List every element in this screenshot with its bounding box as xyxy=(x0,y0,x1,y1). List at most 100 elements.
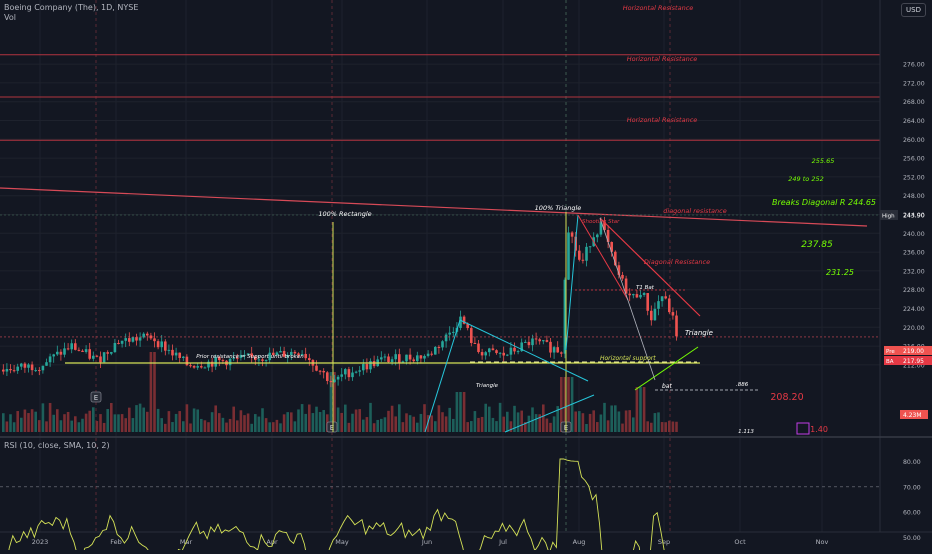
volume-bar xyxy=(178,411,181,432)
volume-bar xyxy=(275,419,279,432)
volume-bar xyxy=(444,416,448,432)
candle-body xyxy=(484,352,487,356)
annotation-labels: Horizontal Resistance Horizontal Resistan… xyxy=(196,4,876,435)
volume-bar xyxy=(639,387,642,432)
candle-body xyxy=(416,355,419,362)
candle-body xyxy=(668,298,671,313)
volume-bar xyxy=(182,421,185,432)
label-diagonal-resistance: Diagonal Resistance xyxy=(644,258,710,266)
candle-body xyxy=(174,352,178,356)
volume-bar xyxy=(304,413,307,432)
candle-body xyxy=(441,341,444,348)
volume-bar xyxy=(81,418,84,432)
volume-bar xyxy=(437,405,441,432)
label-horizontal-resistance: Horizontal Resistance xyxy=(627,55,698,63)
volume-bar xyxy=(257,416,261,432)
candle-body xyxy=(628,293,631,296)
candle-body xyxy=(488,348,491,353)
volume-bar xyxy=(272,422,275,432)
volume-bar xyxy=(239,410,243,432)
volume-bar xyxy=(628,410,631,432)
candle-body xyxy=(70,343,73,350)
volume-bar xyxy=(333,372,336,432)
volume-bar xyxy=(318,412,322,432)
volume-bar xyxy=(563,377,567,432)
candle-body xyxy=(261,359,264,361)
volume-bar xyxy=(2,413,5,432)
candle-body xyxy=(347,369,351,378)
volume-bar xyxy=(185,404,189,432)
candle-body xyxy=(279,351,282,353)
volume-bar xyxy=(398,404,401,432)
volume-bar xyxy=(120,414,124,432)
volume-bar xyxy=(362,419,365,432)
volume-bar xyxy=(171,422,174,432)
candle-body xyxy=(480,352,484,356)
candle-body xyxy=(369,361,372,370)
volume-bar xyxy=(300,404,304,432)
candle-body xyxy=(23,363,27,368)
candle-body xyxy=(675,315,678,337)
candle-body xyxy=(257,359,261,361)
volume-bar xyxy=(506,411,509,432)
rsi-tick: 80.00 xyxy=(903,459,921,466)
pattern-line xyxy=(577,214,629,301)
symbol-title: Boeing Company (The), 1D, NYSE xyxy=(4,3,139,12)
volume-bar xyxy=(45,421,48,432)
candle-body xyxy=(524,341,527,343)
price-tick: 264.00 xyxy=(903,118,925,125)
time-label: Aug xyxy=(573,538,586,546)
candle-body xyxy=(509,347,513,355)
candle-body xyxy=(12,370,16,372)
candle-body xyxy=(52,354,55,357)
label-shooting-star: Shooting Star xyxy=(582,219,620,225)
candle-body xyxy=(588,246,592,248)
volume-bar xyxy=(470,421,473,432)
diagonal-resistance-segment xyxy=(599,217,701,317)
time-label: 2023 xyxy=(32,538,49,546)
candle-body xyxy=(236,357,239,359)
price-tick: 240.00 xyxy=(903,231,925,238)
volume-bar xyxy=(448,407,451,432)
candle-body xyxy=(228,358,232,366)
candle-body xyxy=(34,370,37,372)
triangle-line xyxy=(504,394,595,433)
volume-bar xyxy=(264,418,268,432)
candle-body xyxy=(495,350,498,354)
candle-body xyxy=(232,357,235,359)
time-label: May xyxy=(335,538,349,546)
volume-bar xyxy=(498,402,502,432)
candle-body xyxy=(329,380,333,383)
volume-bar xyxy=(358,409,361,432)
volume-bar xyxy=(225,422,228,432)
triangle-line xyxy=(424,319,461,433)
candle-body xyxy=(473,342,477,344)
volume-bar xyxy=(383,417,387,432)
volume-bar xyxy=(416,422,419,432)
volume-bar xyxy=(653,413,657,432)
volume-bar xyxy=(113,414,117,432)
volume-bar xyxy=(297,409,300,432)
candle-body xyxy=(300,353,304,356)
candle-body xyxy=(9,368,12,371)
currency-button[interactable]: USD xyxy=(901,3,926,17)
candle-body xyxy=(621,274,624,279)
label-prior-resistance: Prior resistance = Support until broken xyxy=(196,354,304,360)
candle-body xyxy=(408,354,412,360)
volume-bar xyxy=(95,421,99,432)
candle-body xyxy=(308,358,311,361)
volume-bar xyxy=(401,422,405,432)
high-badge-value: 243.90 xyxy=(903,212,925,219)
candle-body xyxy=(84,349,88,352)
candle-body xyxy=(290,351,293,356)
pattern-line xyxy=(565,214,579,351)
candle-body xyxy=(203,367,207,369)
candle-body xyxy=(448,332,451,335)
candle-body xyxy=(304,353,307,359)
volume-bar xyxy=(38,420,41,432)
candle-body xyxy=(113,342,117,353)
price-tick: 236.00 xyxy=(903,250,925,257)
